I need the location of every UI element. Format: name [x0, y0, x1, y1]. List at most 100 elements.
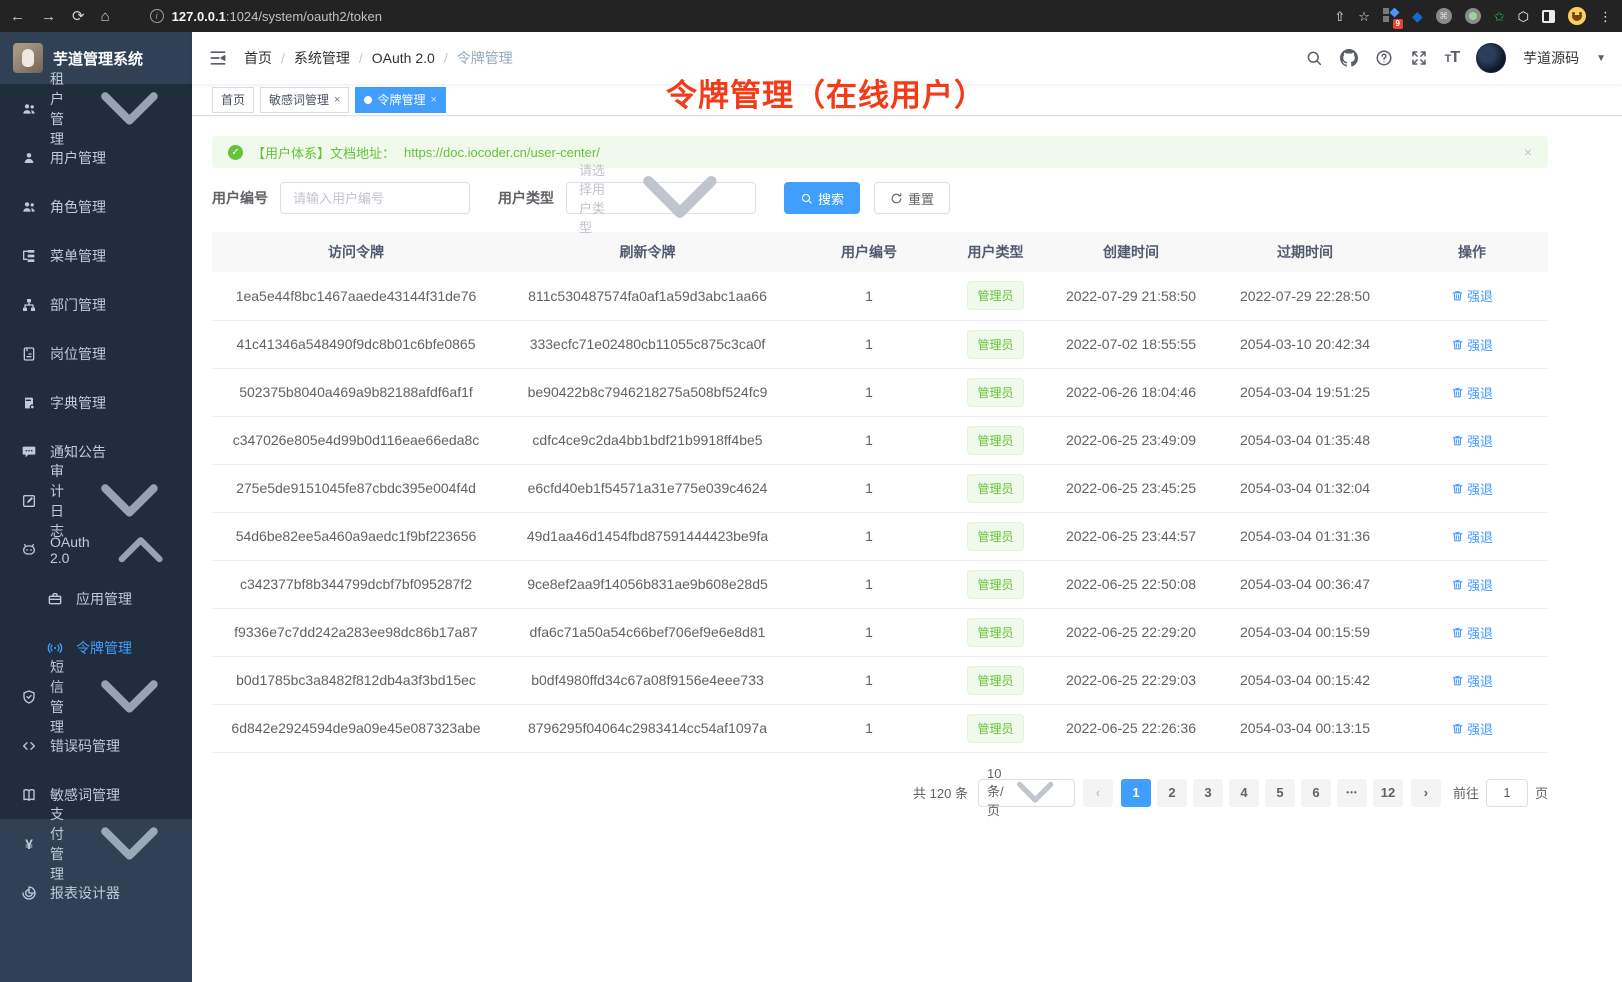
sidebar-item-oauth2[interactable]: OAuth 2.0: [0, 525, 192, 574]
expire-time-cell: 2054-03-04 00:36:47: [1214, 560, 1396, 609]
page-button-4[interactable]: 4: [1228, 778, 1259, 807]
force-logout-button[interactable]: 强退: [1451, 286, 1493, 305]
alert-close-icon[interactable]: ×: [1523, 144, 1532, 160]
sidebar-item-notice[interactable]: 通知公告: [0, 427, 192, 476]
next-page-button[interactable]: ›: [1410, 778, 1441, 807]
address-bar[interactable]: i 127.0.0.1:1024/system/oauth2/token: [124, 9, 1321, 24]
sidebar-item-report-designer[interactable]: 报表设计器: [0, 868, 192, 917]
sidebar-item-sms[interactable]: 短信管理: [0, 659, 192, 735]
browser-menu-icon[interactable]: ⋮: [1599, 8, 1612, 24]
chevron-down-icon: [1004, 761, 1066, 823]
page-button-1[interactable]: 1: [1120, 778, 1151, 807]
sidebar-item-error-code[interactable]: 错误码管理: [0, 721, 192, 770]
extension-grid-icon[interactable]: 9: [1382, 7, 1403, 29]
breadcrumb-home[interactable]: 首页: [244, 50, 272, 66]
browser-reload-button[interactable]: ⟳: [72, 8, 85, 25]
user-id-input[interactable]: [280, 182, 470, 214]
sidebar-item-pay[interactable]: ¥ 支付管理: [0, 806, 192, 882]
user-avatar[interactable]: [1476, 43, 1507, 73]
search-icon[interactable]: [1305, 49, 1323, 67]
expire-time-cell: 2054-03-04 00:15:59: [1214, 608, 1396, 657]
page-button-12[interactable]: 12: [1372, 778, 1403, 807]
app-logo[interactable]: 芋道管理系统: [0, 32, 192, 84]
user-type-badge: 管理员: [967, 329, 1024, 359]
sidebar-item-oauth2-app[interactable]: 应用管理: [0, 574, 192, 623]
search-icon: [800, 192, 813, 205]
puzzle-extensions-icon[interactable]: ⬡: [1517, 8, 1529, 24]
gem-extension-icon[interactable]: ◆: [1411, 8, 1423, 24]
sidebar-item-dept[interactable]: 部门管理: [0, 280, 192, 329]
tag-token-active[interactable]: 令牌管理 ×: [355, 86, 446, 113]
page-button-2[interactable]: 2: [1156, 778, 1187, 807]
user-id-cell: 1: [795, 656, 943, 705]
side-panel-icon[interactable]: [1542, 9, 1555, 23]
recorder-extension-icon[interactable]: [1464, 8, 1481, 24]
sidebar-item-menu[interactable]: 菜单管理: [0, 231, 192, 280]
trash-icon: [1451, 530, 1464, 543]
page-button-6[interactable]: 6: [1300, 778, 1331, 807]
sidebar-item-oauth2-token[interactable]: 令牌管理: [0, 623, 192, 672]
sidebar-item-role[interactable]: 角色管理: [0, 182, 192, 231]
access-token-cell: c347026e805e4d99b0d116eae66eda8c: [212, 416, 500, 465]
goto-page-input[interactable]: [1485, 778, 1528, 807]
user-type-cell: 管理员: [943, 368, 1048, 417]
reset-button[interactable]: 重置: [874, 182, 951, 214]
prev-page-button[interactable]: ‹: [1082, 778, 1113, 807]
force-logout-button[interactable]: 强退: [1451, 383, 1493, 402]
command-extension-icon[interactable]: ⌘: [1435, 8, 1452, 24]
browser-home-button[interactable]: ⌂: [100, 7, 110, 25]
user-id-cell: 1: [795, 272, 943, 321]
page-button-3[interactable]: 3: [1192, 778, 1223, 807]
sidebar-item-tenant[interactable]: 租户管理: [0, 71, 192, 147]
tag-home[interactable]: 首页: [212, 86, 255, 113]
url-path: :1024/system/oauth2/token: [225, 8, 382, 24]
font-size-icon[interactable]: TT: [1444, 49, 1460, 66]
share-icon[interactable]: ⇧: [1334, 8, 1346, 24]
created-time-cell: 2022-06-25 22:50:08: [1048, 560, 1214, 609]
doc-link[interactable]: https://doc.iocoder.cn/user-center/: [404, 144, 600, 160]
green-star-extension-icon[interactable]: ✩: [1493, 8, 1505, 24]
fullscreen-icon[interactable]: [1410, 49, 1428, 67]
github-icon[interactable]: [1339, 49, 1358, 67]
expire-time-cell: 2054-03-04 00:15:42: [1214, 656, 1396, 705]
bookmark-star-icon[interactable]: ☆: [1358, 8, 1370, 24]
breadcrumb-system[interactable]: 系统管理: [293, 50, 350, 66]
force-logout-button[interactable]: 强退: [1451, 671, 1493, 690]
user-name[interactable]: 芋道源码: [1523, 50, 1580, 66]
force-logout-button[interactable]: 强退: [1451, 335, 1493, 354]
force-logout-button[interactable]: 强退: [1451, 527, 1493, 546]
force-logout-button[interactable]: 强退: [1451, 719, 1493, 738]
browser-forward-button[interactable]: →: [41, 7, 56, 25]
user-id-cell: 1: [795, 464, 943, 513]
sidebar-collapse-icon[interactable]: [208, 48, 228, 68]
page-size-select[interactable]: 10条/页: [977, 766, 1075, 818]
site-info-icon[interactable]: i: [149, 9, 164, 23]
force-logout-button[interactable]: 强退: [1451, 431, 1493, 450]
tag-sensitive-word[interactable]: 敏感词管理 ×: [260, 86, 350, 113]
sidebar-item-dict[interactable]: 字典管理: [0, 378, 192, 427]
browser-back-button[interactable]: ←: [10, 7, 25, 25]
refresh-token-cell: cdfc4ce9c2da4bb1bdf21b9918ff4be5: [500, 416, 795, 465]
breadcrumb-oauth2[interactable]: OAuth 2.0: [371, 50, 435, 66]
pager-ellipsis[interactable]: •••: [1336, 778, 1367, 807]
user-icon: [21, 150, 37, 166]
force-logout-button[interactable]: 强退: [1451, 479, 1493, 498]
user-type-select[interactable]: 请选择用户类型: [566, 163, 756, 235]
active-dot-icon: [364, 95, 373, 104]
table-row: c347026e805e4d99b0d116eae66eda8c cdfc4ce9…: [212, 416, 1548, 465]
close-icon[interactable]: ×: [334, 93, 341, 106]
search-button[interactable]: 搜索: [784, 182, 861, 214]
created-time-cell: 2022-06-25 23:49:09: [1048, 416, 1214, 465]
sidebar-item-post[interactable]: 岗位管理: [0, 329, 192, 378]
sidebar-item-user[interactable]: 用户管理: [0, 133, 192, 182]
force-logout-button[interactable]: 强退: [1451, 575, 1493, 594]
page-button-5[interactable]: 5: [1264, 778, 1295, 807]
force-logout-button[interactable]: 强退: [1451, 623, 1493, 642]
open-book-icon: [21, 787, 37, 803]
caret-down-icon[interactable]: ▼: [1596, 52, 1606, 64]
sidebar-item-sensitive-word[interactable]: 敏感词管理: [0, 770, 192, 819]
profile-avatar-icon[interactable]: [1568, 7, 1586, 25]
sidebar-item-audit-log[interactable]: 审计日志: [0, 463, 192, 539]
help-icon[interactable]: [1375, 49, 1393, 67]
close-icon[interactable]: ×: [430, 93, 437, 106]
